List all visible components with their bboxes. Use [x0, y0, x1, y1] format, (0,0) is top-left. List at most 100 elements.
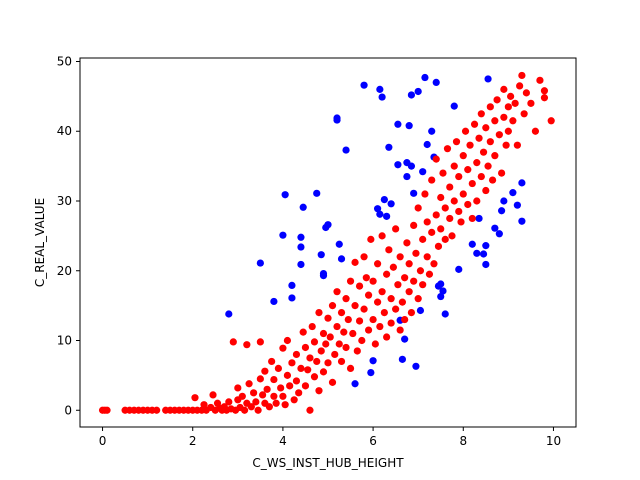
data-point	[342, 343, 350, 352]
data-point	[225, 310, 233, 318]
data-point	[430, 260, 438, 268]
data-point	[446, 214, 454, 223]
data-point	[270, 392, 278, 400]
data-point	[394, 161, 402, 169]
y-axis-label: C_REAL_VALUE	[33, 198, 47, 287]
data-point	[412, 362, 420, 370]
data-point	[394, 120, 402, 128]
data-point	[256, 259, 264, 267]
series-0	[225, 73, 526, 388]
y-tick-label: 50	[57, 54, 72, 68]
data-point	[482, 124, 490, 132]
data-point	[421, 190, 429, 198]
data-point	[448, 232, 456, 240]
data-point	[441, 235, 449, 243]
data-point	[421, 73, 429, 82]
data-point	[437, 225, 445, 233]
data-point	[437, 292, 445, 301]
y-axis-ticks: 0 10 20 30 40 50	[57, 54, 80, 417]
data-point	[351, 302, 359, 310]
data-point	[306, 406, 314, 414]
data-point	[313, 357, 321, 366]
data-point	[240, 406, 249, 414]
data-point	[502, 141, 510, 149]
data-point	[414, 204, 422, 212]
data-point	[482, 260, 490, 269]
data-point	[313, 189, 321, 197]
x-tick-label: 0	[99, 434, 107, 448]
data-point	[482, 242, 490, 250]
data-point	[331, 350, 339, 359]
data-point	[225, 398, 233, 406]
data-point	[428, 176, 436, 184]
data-point	[301, 382, 310, 390]
series-1	[98, 71, 555, 414]
data-point	[270, 375, 278, 384]
data-point	[385, 143, 393, 151]
data-point	[398, 298, 406, 306]
data-point	[277, 384, 285, 392]
data-point	[308, 322, 316, 331]
data-point	[335, 340, 343, 348]
data-point	[369, 315, 377, 324]
x-tick-label: 8	[459, 434, 467, 448]
data-point	[387, 295, 395, 303]
data-point	[252, 398, 260, 406]
data-point	[324, 359, 332, 367]
data-point	[407, 309, 416, 317]
data-point	[301, 343, 310, 352]
data-point	[416, 306, 425, 315]
data-point	[383, 333, 391, 341]
data-point	[482, 186, 490, 195]
data-point	[337, 357, 346, 366]
data-point	[518, 217, 526, 225]
data-point	[405, 288, 413, 296]
data-point	[360, 253, 368, 261]
data-point	[369, 277, 377, 285]
data-point	[292, 377, 301, 385]
data-point	[437, 193, 445, 202]
data-point	[250, 389, 258, 397]
data-point	[500, 113, 508, 121]
data-point	[367, 235, 375, 243]
data-point	[272, 399, 280, 407]
x-tick-label: 4	[279, 434, 287, 448]
data-point	[536, 76, 544, 84]
data-point	[464, 200, 472, 209]
data-point	[455, 172, 463, 181]
data-point	[297, 364, 305, 373]
x-tick-label: 10	[546, 434, 561, 448]
data-point	[346, 364, 355, 373]
data-point	[509, 117, 517, 125]
data-point	[466, 141, 474, 149]
data-point	[392, 225, 400, 233]
data-point	[401, 315, 409, 324]
data-point	[491, 117, 499, 125]
data-point	[428, 228, 436, 236]
data-point	[328, 378, 337, 386]
data-point	[342, 146, 350, 154]
data-point	[468, 214, 476, 223]
data-point	[238, 392, 246, 400]
data-point	[498, 207, 506, 215]
data-point	[274, 364, 282, 373]
data-point	[297, 243, 305, 251]
data-point	[511, 99, 519, 107]
data-point	[364, 326, 373, 334]
data-point	[457, 218, 465, 226]
data-point	[153, 406, 161, 414]
data-point	[279, 344, 287, 352]
data-point	[459, 190, 467, 198]
data-point	[261, 367, 269, 375]
data-point	[376, 85, 384, 93]
data-point	[432, 78, 440, 87]
data-point	[290, 396, 298, 404]
data-point	[337, 255, 346, 263]
data-point	[353, 347, 361, 355]
data-point	[270, 297, 278, 306]
data-point	[468, 179, 476, 188]
data-point	[333, 322, 341, 331]
data-point	[495, 131, 503, 139]
